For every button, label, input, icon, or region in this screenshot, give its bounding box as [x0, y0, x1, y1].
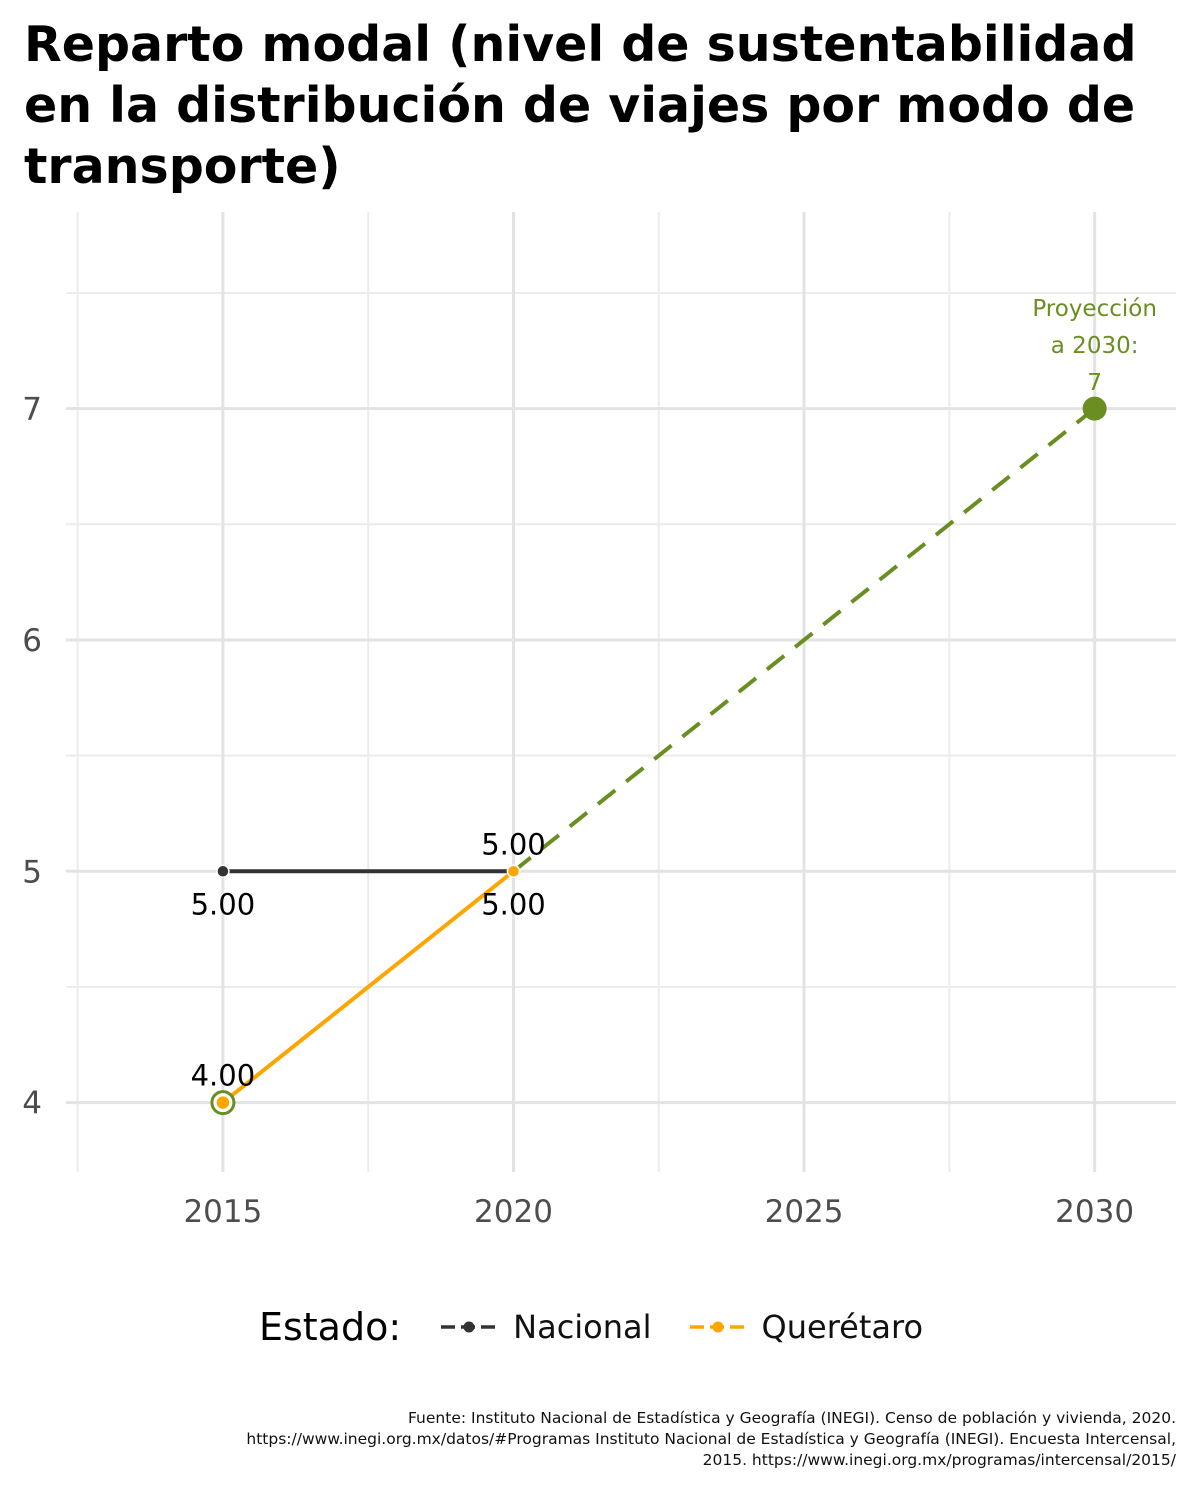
projection-line	[512, 407, 1096, 873]
y-tick-label: 4	[22, 1086, 42, 1122]
data-label: 5.00	[481, 827, 546, 861]
data-label: 5.00	[191, 887, 256, 921]
caption-line: 2015. https://www.inegi.org.mx/programas…	[702, 1451, 1176, 1469]
projection-annotation-line: a 2030:	[1051, 333, 1139, 359]
y-tick-label: 6	[22, 623, 42, 659]
x-tick-label: 2015	[183, 1194, 262, 1230]
chart-title-line: Reparto modal (nivel de sustentabilidad	[24, 16, 1137, 73]
x-tick-label: 2025	[765, 1194, 844, 1230]
chart-title-line: en la distribución de viajes por modo de	[24, 77, 1136, 134]
chart-title-line: transporte)	[24, 138, 341, 195]
data-label: 4.00	[191, 1059, 256, 1093]
data-label: 5.00	[481, 887, 546, 921]
major-gridlines	[66, 212, 1176, 1172]
series-line-querétaro	[221, 869, 515, 1105]
data-labels: 5.00 5.00 4.00 5.00 Proyección a 2030: 7	[191, 296, 1157, 1093]
data-point	[506, 864, 521, 879]
legend-label-nacional: Nacional	[513, 1308, 652, 1346]
legend-title: Estado:	[258, 1305, 402, 1349]
legend-key-queretaro	[689, 1321, 746, 1333]
series-layer	[210, 396, 1107, 1116]
y-tick-label: 7	[22, 392, 42, 428]
caption-line: https://www.inegi.org.mx/datos/#Programa…	[246, 1430, 1176, 1448]
legend: Estado: Nacional Querétaro	[0, 1305, 1200, 1349]
minor-gridlines	[66, 212, 1176, 1172]
caption-line: Fuente: Instituto Nacional de Estadístic…	[407, 1409, 1176, 1427]
source-caption: Fuente: Instituto Nacional de Estadístic…	[26, 1408, 1176, 1471]
x-tick-label: 2030	[1055, 1194, 1134, 1230]
x-tick-label: 2020	[474, 1194, 553, 1230]
legend-item-queretaro: Querétaro	[688, 1308, 923, 1346]
projection-annotation-line: Proyección	[1032, 296, 1157, 322]
projection-annotation-line: 7	[1087, 370, 1102, 396]
data-point	[216, 864, 230, 879]
y-tick-label: 5	[22, 854, 42, 890]
legend-item-nacional: Nacional	[439, 1308, 652, 1346]
data-point	[215, 1094, 231, 1111]
chart-title: Reparto modal (nivel de sustentabilidad …	[24, 14, 1174, 197]
legend-key-nacional	[441, 1321, 498, 1333]
projection-point	[1082, 396, 1107, 421]
legend-label-queretaro: Querétaro	[761, 1308, 924, 1346]
axis-tick-labels: 2015 2020 2025 2030 4 5 6 7	[22, 392, 1134, 1230]
